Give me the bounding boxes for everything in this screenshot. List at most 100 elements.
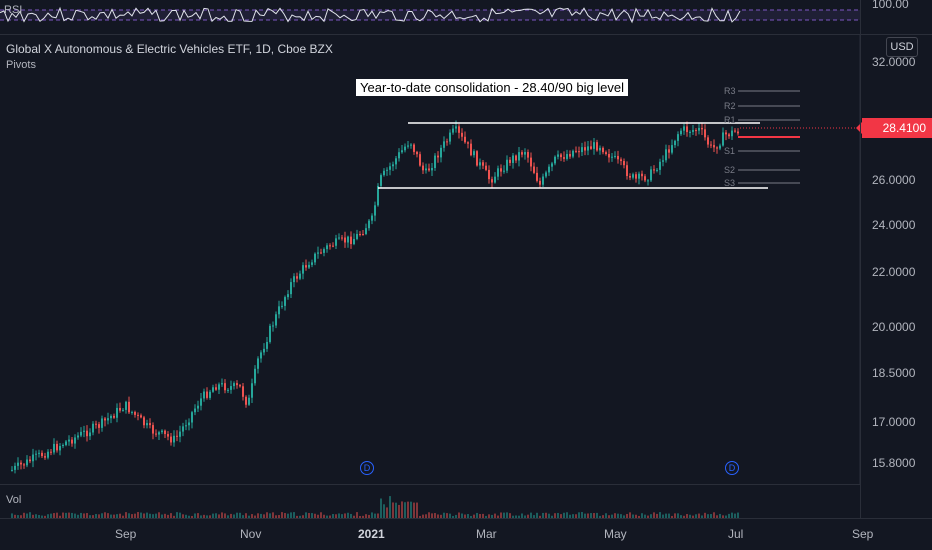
volume-bar bbox=[704, 512, 706, 518]
volume-bar bbox=[362, 515, 364, 518]
volume-bar bbox=[23, 512, 25, 518]
volume-bar bbox=[629, 512, 631, 518]
volume-bar bbox=[689, 514, 691, 518]
candle-body bbox=[701, 127, 703, 130]
volume-bar bbox=[572, 514, 574, 518]
candle-body bbox=[260, 352, 262, 359]
candle-body bbox=[80, 431, 82, 436]
candle-body bbox=[635, 174, 637, 179]
volume-bar bbox=[311, 513, 313, 518]
volume-bar bbox=[719, 513, 721, 518]
candle-body bbox=[620, 159, 622, 162]
volume-bar bbox=[650, 514, 652, 518]
volume-bar bbox=[446, 513, 448, 518]
time-tick: Jul bbox=[728, 527, 744, 541]
candle-body bbox=[410, 144, 412, 146]
candle-body bbox=[671, 145, 673, 153]
volume-bar bbox=[515, 515, 517, 518]
candle-body bbox=[416, 151, 418, 155]
candle-body bbox=[104, 418, 106, 421]
pivot-label-r2: R2 bbox=[724, 101, 736, 111]
annotation-label[interactable]: Year-to-date consolidation - 28.40/90 bi… bbox=[356, 79, 629, 96]
volume-bar bbox=[158, 512, 160, 518]
candles-group bbox=[11, 120, 739, 474]
candle-body bbox=[470, 143, 472, 156]
candle-body bbox=[476, 151, 478, 166]
volume-bar bbox=[131, 514, 133, 518]
currency-button[interactable]: USD bbox=[886, 37, 918, 57]
volume-bar bbox=[578, 512, 580, 518]
volume-bar bbox=[188, 515, 190, 518]
volume-bar bbox=[296, 515, 298, 518]
axis-border bbox=[860, 0, 861, 518]
volume-bar bbox=[710, 514, 712, 518]
candle-body bbox=[311, 262, 313, 265]
rsi-line bbox=[0, 6, 741, 24]
candle-body bbox=[26, 459, 28, 466]
candle-body bbox=[575, 150, 577, 152]
volume-bar bbox=[50, 513, 52, 518]
volume-bar bbox=[197, 513, 199, 518]
candle-body bbox=[248, 397, 250, 405]
candle-body bbox=[281, 305, 283, 307]
volume-bar bbox=[386, 507, 388, 518]
volume-bar bbox=[539, 515, 541, 518]
candle-body bbox=[674, 140, 676, 146]
volume-bar bbox=[242, 515, 244, 518]
candle-body bbox=[515, 155, 517, 161]
candle-body bbox=[395, 158, 397, 165]
volume-bar bbox=[440, 514, 442, 518]
volume-bar bbox=[254, 515, 256, 518]
volume-bar bbox=[503, 512, 505, 518]
candle-body bbox=[167, 434, 169, 437]
volume-bar bbox=[401, 501, 403, 518]
candle-body bbox=[557, 154, 559, 157]
dividend-marker[interactable]: D bbox=[725, 461, 739, 475]
volume-bar bbox=[176, 512, 178, 518]
volume-bar bbox=[716, 515, 718, 518]
candle-body bbox=[182, 426, 184, 432]
volume-label[interactable]: Vol bbox=[6, 494, 22, 506]
candle-body bbox=[611, 156, 613, 158]
volume-bar bbox=[146, 512, 148, 518]
volume-divider[interactable] bbox=[0, 484, 860, 485]
candle-body bbox=[218, 384, 220, 390]
candle-body bbox=[191, 412, 193, 423]
candle-body bbox=[107, 418, 109, 421]
candle-body bbox=[146, 423, 148, 426]
time-tick: Mar bbox=[476, 527, 497, 541]
volume-bar bbox=[482, 513, 484, 518]
candle-body bbox=[464, 136, 466, 143]
volume-bar bbox=[692, 515, 694, 518]
candle-body bbox=[482, 162, 484, 166]
candle-body bbox=[350, 236, 352, 245]
pane-divider[interactable] bbox=[0, 34, 932, 35]
candle-body bbox=[113, 415, 115, 418]
volume-bar bbox=[647, 515, 649, 518]
pivots-indicator-label[interactable]: Pivots bbox=[6, 59, 36, 71]
candle-body bbox=[86, 430, 88, 437]
symbol-title[interactable]: Global X Autonomous & Electric Vehicles … bbox=[6, 42, 333, 56]
volume-bar bbox=[683, 515, 685, 518]
candle-body bbox=[389, 166, 391, 170]
volume-bar bbox=[323, 514, 325, 518]
candle-body bbox=[422, 165, 424, 171]
volume-bar bbox=[671, 515, 673, 518]
volume-bar bbox=[548, 513, 550, 518]
candle-body bbox=[119, 407, 121, 411]
volume-bar bbox=[479, 514, 481, 518]
volume-bar bbox=[236, 512, 238, 518]
volume-bar bbox=[62, 512, 64, 518]
price-chart[interactable] bbox=[0, 35, 932, 485]
volume-bar bbox=[317, 514, 319, 518]
volume-bar bbox=[437, 514, 439, 518]
volume-bar bbox=[38, 514, 40, 518]
time-tick: Sep bbox=[852, 527, 874, 541]
candle-body bbox=[545, 172, 547, 177]
time-axis-border bbox=[0, 518, 932, 519]
dividend-marker[interactable]: D bbox=[360, 461, 374, 475]
volume-bar bbox=[308, 513, 310, 518]
volume-bar bbox=[644, 514, 646, 518]
candle-body bbox=[287, 294, 289, 298]
candle-body bbox=[452, 128, 454, 133]
